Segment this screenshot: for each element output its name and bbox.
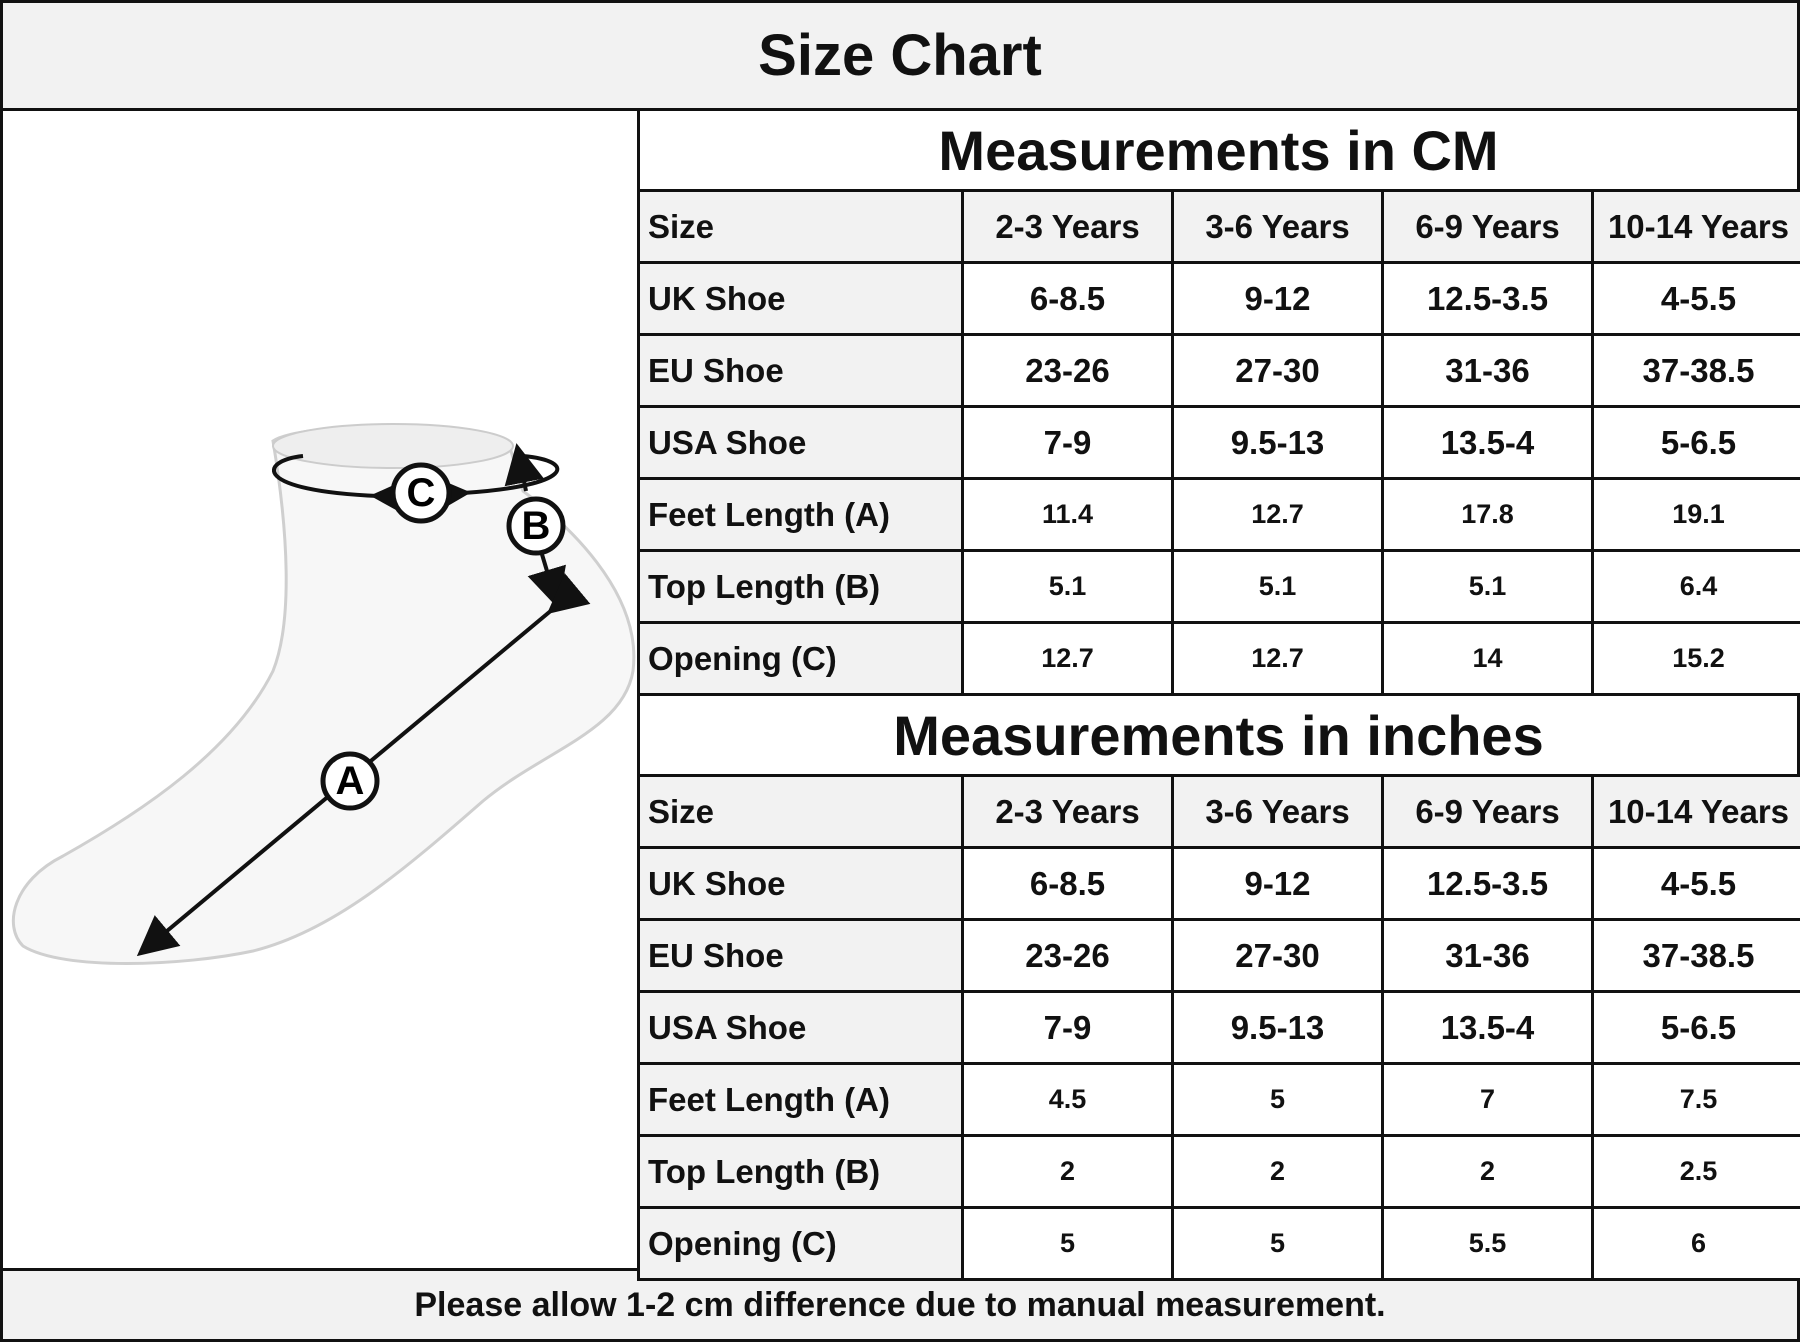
table-cell: 7-9	[961, 990, 1174, 1065]
column-header: 6-9 Years	[1381, 774, 1594, 849]
table-cell: 9.5-13	[1171, 990, 1384, 1065]
table-cell: 5.1	[961, 549, 1174, 624]
row-label: Feet Length (A)	[637, 1062, 964, 1137]
row-label: UK Shoe	[637, 846, 964, 921]
label-c: C	[407, 471, 436, 515]
table-cell: 15.2	[1591, 621, 1800, 696]
table-cell: 5	[1171, 1206, 1384, 1281]
row-label: EU Shoe	[637, 918, 964, 993]
table-cell: 17.8	[1381, 477, 1594, 552]
table-cell: 12.5-3.5	[1381, 261, 1594, 336]
table-cell: 2	[961, 1134, 1174, 1209]
table-cell: 9-12	[1171, 846, 1384, 921]
column-header: 3-6 Years	[1171, 189, 1384, 264]
table-cell: 2	[1381, 1134, 1594, 1209]
sock-opening	[272, 423, 514, 469]
row-label: Size	[637, 774, 964, 849]
label-b: B	[522, 504, 551, 548]
row-label: EU Shoe	[637, 333, 964, 408]
table-cell: 6-8.5	[961, 261, 1174, 336]
table-cell: 6.4	[1591, 549, 1800, 624]
table-cell: 37-38.5	[1591, 918, 1800, 993]
table-cell: 5	[1171, 1062, 1384, 1137]
row-label: Size	[637, 189, 964, 264]
table-cell: 2	[1171, 1134, 1384, 1209]
row-label: Opening (C)	[637, 621, 964, 696]
row-label: Top Length (B)	[637, 549, 964, 624]
table-cell: 23-26	[961, 918, 1174, 993]
table-cell: 6-8.5	[961, 846, 1174, 921]
column-header: 3-6 Years	[1171, 774, 1384, 849]
section-title: Measurements in CM	[637, 108, 1800, 192]
arrow-c-left	[272, 454, 411, 518]
table-cell: 5.1	[1171, 549, 1384, 624]
table-cell: 4-5.5	[1591, 846, 1800, 921]
row-label: Top Length (B)	[637, 1134, 964, 1209]
table-cell: 7	[1381, 1062, 1594, 1137]
table-cell: 4.5	[961, 1062, 1174, 1137]
table-cell: 5	[961, 1206, 1174, 1281]
table-cell: 5-6.5	[1591, 405, 1800, 480]
table-cell: 13.5-4	[1381, 990, 1594, 1065]
table-cell: 19.1	[1591, 477, 1800, 552]
arrow-b-up	[504, 443, 544, 492]
table-cell: 12.7	[1171, 477, 1384, 552]
table-cell: 23-26	[961, 333, 1174, 408]
table-cell: 7.5	[1591, 1062, 1800, 1137]
table-cell: 11.4	[961, 477, 1174, 552]
row-label: Feet Length (A)	[637, 477, 964, 552]
table-cell: 9.5-13	[1171, 405, 1384, 480]
table-cell: 5-6.5	[1591, 990, 1800, 1065]
table-cell: 4-5.5	[1591, 261, 1800, 336]
label-a: A	[336, 759, 365, 803]
column-header: 6-9 Years	[1381, 189, 1594, 264]
table-cell: 27-30	[1171, 333, 1384, 408]
table-cell: 12.7	[961, 621, 1174, 696]
row-label: Opening (C)	[637, 1206, 964, 1281]
sock-diagram: C B A	[11, 423, 636, 965]
section-title: Measurements in inches	[637, 693, 1800, 777]
table-cell: 6	[1591, 1206, 1800, 1281]
table-cell: 12.5-3.5	[1381, 846, 1594, 921]
diagram-panel: C B A	[0, 108, 640, 1278]
table-cell: 14	[1381, 621, 1594, 696]
column-header: 2-3 Years	[961, 774, 1174, 849]
table-cell: 37-38.5	[1591, 333, 1800, 408]
table-cell: 7-9	[961, 405, 1174, 480]
row-label: USA Shoe	[637, 405, 964, 480]
table-cell: 2.5	[1591, 1134, 1800, 1209]
table-cell: 13.5-4	[1381, 405, 1594, 480]
table-cell: 27-30	[1171, 918, 1384, 993]
table-cell: 31-36	[1381, 333, 1594, 408]
table-cell: 9-12	[1171, 261, 1384, 336]
column-header: 2-3 Years	[961, 189, 1174, 264]
table-cell: 31-36	[1381, 918, 1594, 993]
marker-b	[506, 496, 566, 556]
marker-a	[320, 751, 380, 811]
table-cell: 12.7	[1171, 621, 1384, 696]
column-header: 10-14 Years	[1591, 189, 1800, 264]
row-label: UK Shoe	[637, 261, 964, 336]
column-header: 10-14 Years	[1591, 774, 1800, 849]
marker-c	[390, 462, 452, 524]
table-cell: 5.1	[1381, 549, 1594, 624]
table-cell: 5.5	[1381, 1206, 1594, 1281]
row-label: USA Shoe	[637, 990, 964, 1065]
page-title: Size Chart	[0, 0, 1800, 111]
